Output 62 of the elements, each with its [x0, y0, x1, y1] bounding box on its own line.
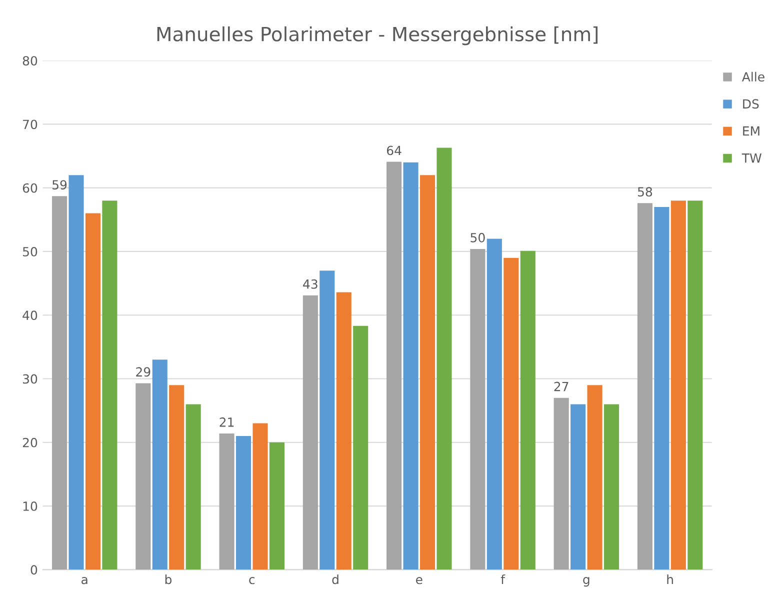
bar [336, 292, 352, 570]
x-tick-label: g [583, 577, 590, 587]
y-tick-label: 80 [22, 56, 38, 66]
bar [587, 385, 602, 570]
bar [102, 200, 118, 570]
data-label: 64 [386, 146, 402, 156]
bar [654, 206, 670, 570]
x-tick-label: b [165, 574, 172, 584]
y-tick-label: 40 [22, 310, 38, 320]
bar [68, 175, 84, 570]
bar [219, 433, 234, 570]
bar [302, 295, 318, 570]
x-tick-label: f [500, 574, 506, 584]
data-label: 59 [52, 180, 67, 190]
x-tick-label: h [667, 574, 673, 584]
bar [604, 404, 620, 570]
data-label: 58 [638, 187, 652, 197]
bar [637, 203, 652, 570]
y-tick-label: 60 [22, 183, 38, 193]
y-tick-label: 70 [23, 120, 38, 130]
bar [554, 398, 569, 570]
bar [520, 250, 536, 570]
bar [85, 213, 100, 570]
x-tick-label: d [332, 574, 338, 584]
y-tick-label: 0 [30, 565, 38, 575]
bar [236, 436, 252, 570]
legend-label: Alle [742, 72, 764, 82]
legend-label: EM [743, 126, 760, 136]
y-tick-label: 50 [22, 246, 38, 256]
bar [504, 258, 519, 570]
bar [269, 442, 284, 570]
x-tick-label: c [249, 577, 255, 584]
data-label: 27 [554, 382, 568, 392]
bar [320, 270, 335, 570]
bar [152, 360, 168, 570]
bar [403, 162, 418, 570]
data-label: 50 [470, 232, 485, 242]
bar [186, 404, 201, 570]
data-label: 43 [303, 279, 318, 289]
bar [420, 175, 436, 570]
bar [386, 162, 402, 570]
bar [670, 200, 686, 570]
legend-label: TW [742, 154, 762, 163]
x-tick-label: a [82, 577, 88, 584]
data-label: 21 [220, 417, 234, 427]
bar [688, 200, 703, 570]
x-tick-label: e [416, 577, 422, 584]
bar [252, 423, 268, 570]
y-tick-label: 10 [23, 501, 38, 511]
y-tick-label: 30 [22, 374, 38, 384]
bar [52, 196, 68, 570]
bar [436, 148, 452, 570]
chart-title: Manuelles Polarimeter - Messergebnisse [nm] [157, 26, 598, 46]
bar [136, 383, 151, 570]
bar [470, 248, 486, 570]
bar [353, 326, 368, 570]
data-label: 29 [136, 367, 150, 377]
bar [486, 238, 502, 570]
legend-label: DS [743, 99, 759, 109]
bar [169, 385, 184, 570]
y-tick-label: 20 [22, 438, 38, 448]
bar [570, 404, 586, 570]
